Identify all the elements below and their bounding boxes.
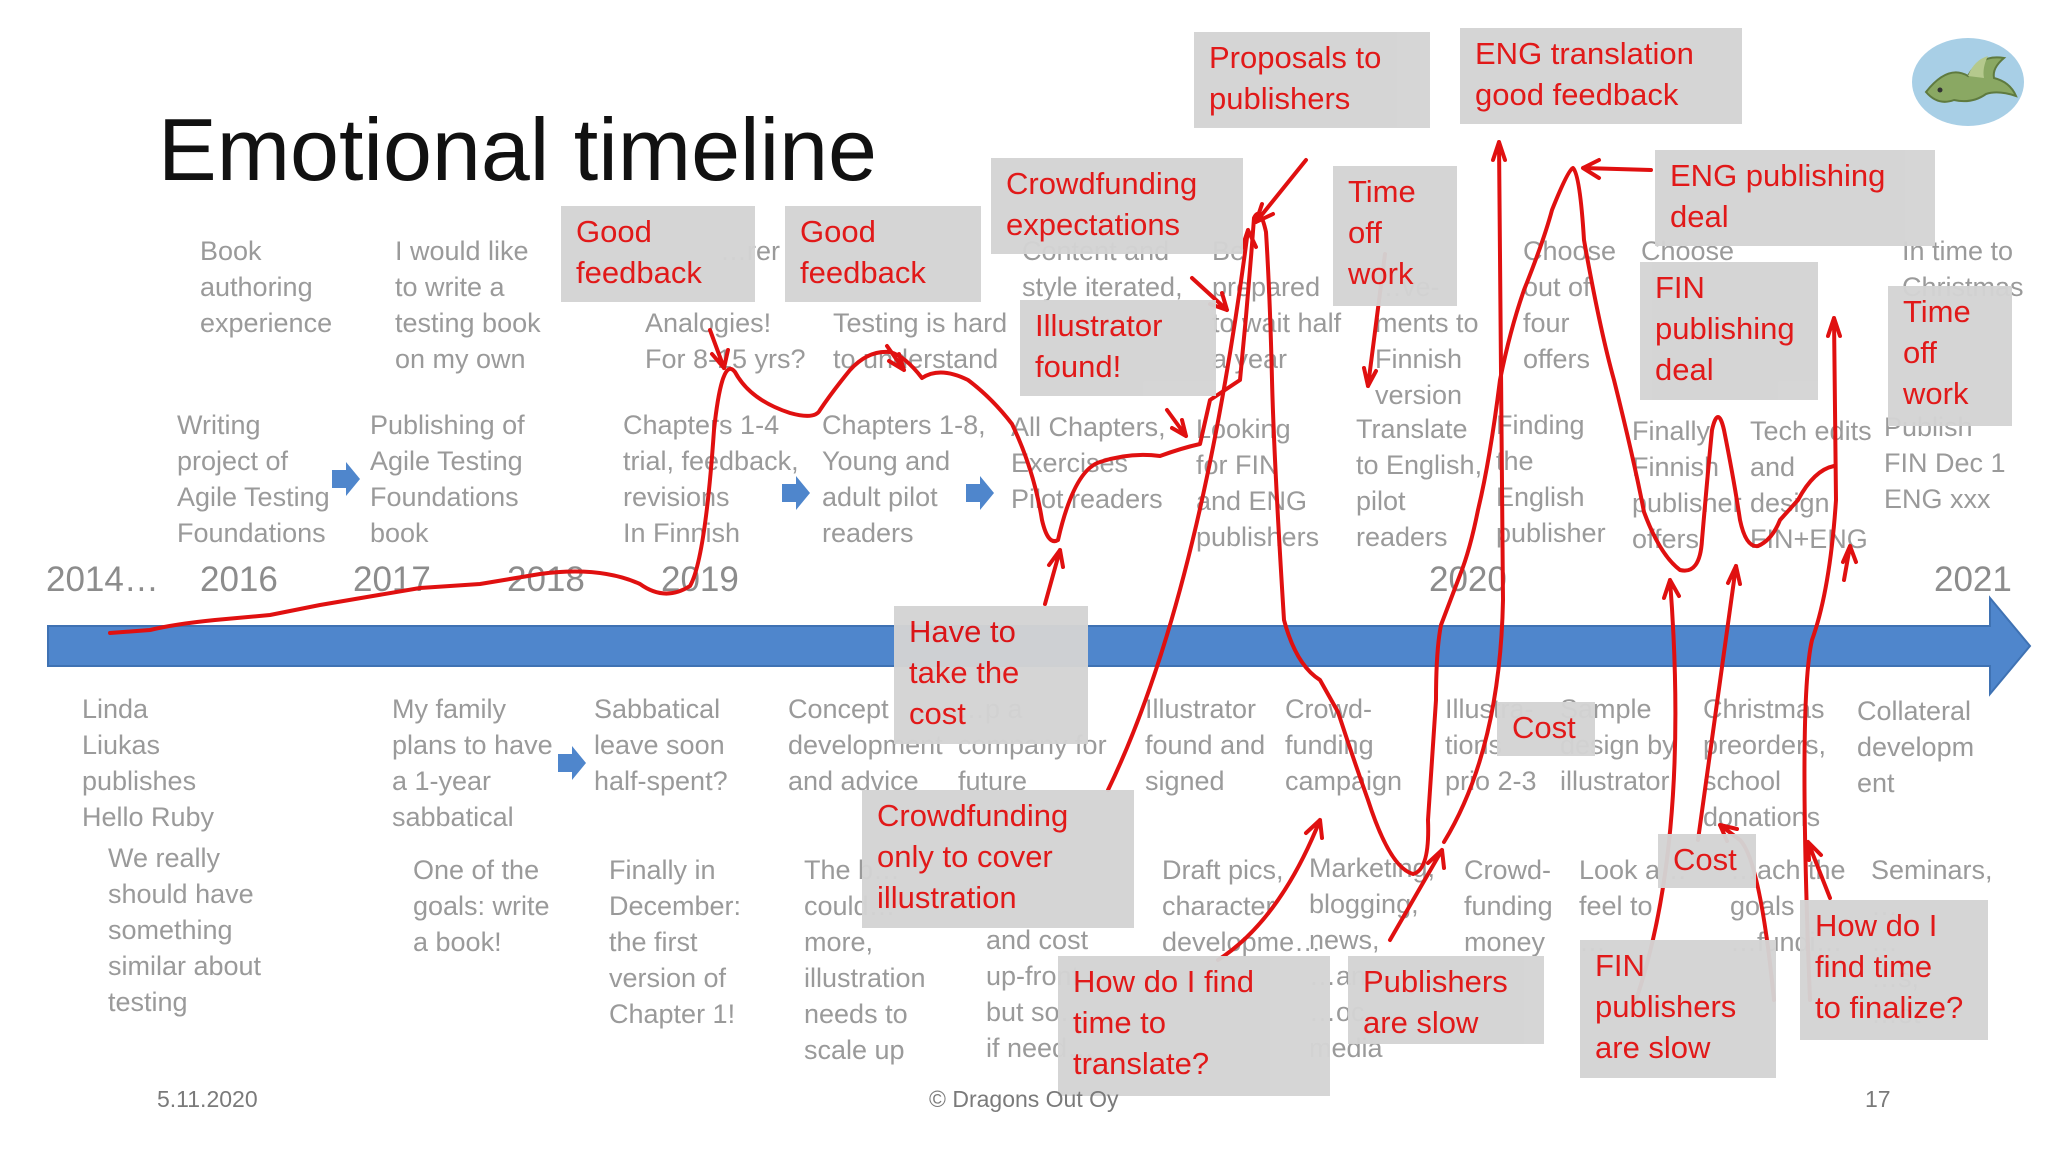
box-good-feedback-1: Good feedback — [561, 206, 755, 302]
box-cost-1: Cost — [1497, 702, 1595, 756]
footer-copyright: © Dragons Out Oy — [929, 1086, 1119, 1112]
box-cost-2: Cost — [1658, 834, 1756, 888]
box-how-translate: How do I find time to translate? — [1058, 956, 1330, 1096]
footer-page-number: 17 — [1865, 1086, 1891, 1112]
box-eng-deal: ENG publishing deal — [1655, 150, 1935, 246]
blue-arrow-icon — [558, 746, 586, 780]
box-time-off-2: Time off work — [1888, 286, 2012, 426]
box-fin-deal: FIN publishing deal — [1640, 262, 1818, 400]
lower-collateral: Collateral developm ent — [1857, 696, 1975, 798]
box-publishers-slow: Publishers are slow — [1348, 956, 1544, 1044]
dragon-logo-icon — [1912, 38, 2024, 126]
blue-arrow-icon — [782, 476, 810, 510]
blue-arrow-icon — [966, 476, 994, 510]
box-crowd-only: Crowdfunding only to cover illustration — [862, 790, 1134, 928]
year-2021: 2021 — [1934, 560, 2012, 599]
box-eng-translation: ENG translation good feedback — [1460, 28, 1742, 124]
box-illustrator-found: Illustrator found! — [1020, 300, 1216, 396]
box-time-off-1: Time off work — [1333, 166, 1457, 306]
footer-date: 5.11.2020 — [157, 1086, 258, 1112]
box-proposals: Proposals to publishers — [1194, 32, 1430, 128]
box-good-feedback-2: Good feedback — [785, 206, 981, 302]
blue-arrow-icon — [332, 462, 360, 496]
box-crowd-expect: Crowdfunding expectations — [991, 158, 1243, 254]
box-fin-slow: FIN publishers are slow — [1580, 940, 1776, 1078]
box-how-finalize: How do I find time to finalize? — [1800, 900, 1988, 1040]
box-have-to-take: Have to take the cost — [894, 606, 1088, 744]
